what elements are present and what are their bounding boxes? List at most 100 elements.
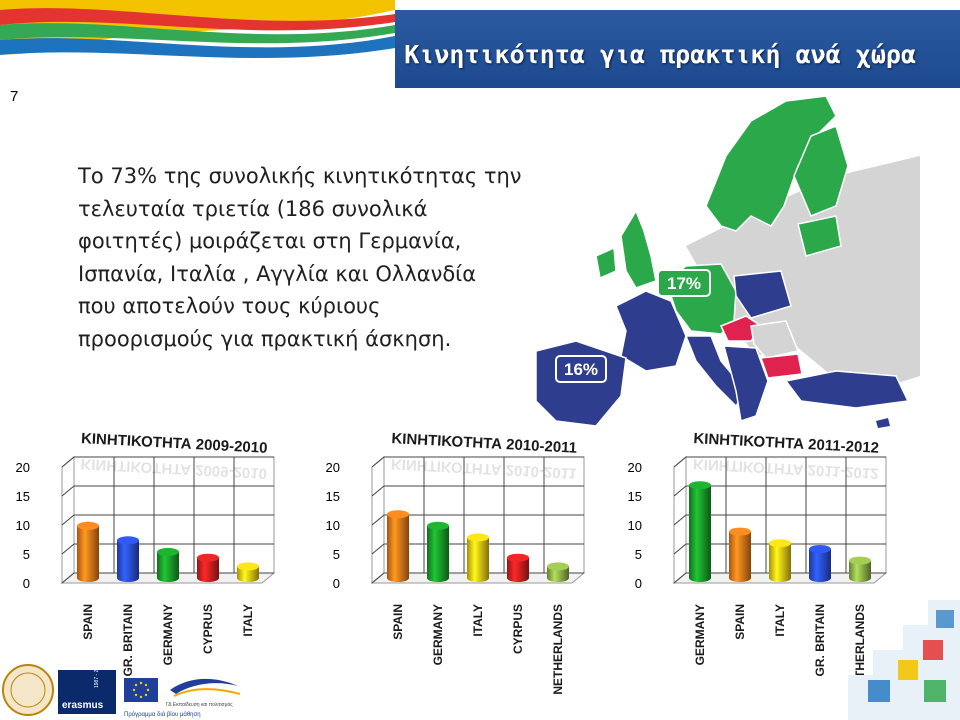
chart-gridline: [673, 514, 886, 526]
chart-y-tick-label: 0: [635, 576, 642, 591]
chart-bar: [117, 540, 139, 582]
chart-category-label: GERMANY: [161, 604, 175, 665]
decorative-stripes: [0, 0, 395, 88]
chart-bar: [729, 531, 751, 582]
chart-category-label: ITALY: [773, 604, 787, 637]
chart-bar: [809, 549, 831, 582]
map-iberia: [536, 340, 627, 427]
program-text: Πρόγραμμα διά βίου μάθηση: [124, 711, 201, 718]
chart-category-label: NETHERLANDS: [853, 604, 867, 695]
chart-y-tick-label: 15: [16, 489, 30, 504]
eu-stars-icon: [132, 681, 150, 699]
chart-bar-top: [77, 521, 99, 530]
chart-title: ΚΙΝΗΤΙΚΟΤΗΤΑ 2010-2011: [391, 430, 577, 457]
chart-bar: [77, 525, 99, 582]
paragraph-line: τελευταία τριετία (186 συνολικά: [78, 196, 428, 221]
map-balkans: [723, 345, 769, 422]
chart-bar: [849, 560, 871, 582]
chart-gridline: [61, 456, 274, 468]
chart-bar: [237, 566, 259, 582]
map-label-spain-share: 16%: [564, 360, 598, 379]
chart-bar-top: [769, 539, 791, 548]
chart-bar-top: [729, 527, 751, 536]
map-cyprus: [876, 418, 890, 428]
chart-gridline: [61, 514, 274, 526]
erasmus-years: 1987 - 2012: [94, 661, 100, 688]
chart-gridline: [673, 456, 886, 468]
map-label-germany-share: 17%: [667, 274, 701, 293]
chart-bar: [197, 557, 219, 582]
chart-y-tick-label: 20: [326, 460, 340, 475]
eu-flag-icon: [124, 678, 158, 702]
chart-bar: [689, 485, 711, 582]
erasmus-logo: [58, 670, 116, 714]
paragraph-line: που αποτελούν τους κύριους: [78, 294, 381, 318]
chart-category-label: SPAIN: [81, 604, 95, 640]
chart-bar: [427, 525, 449, 582]
chart-bar-top: [689, 481, 711, 490]
map-bulgaria: [759, 353, 803, 379]
chart-gridline: [371, 485, 584, 497]
slide-number: 7: [10, 88, 19, 105]
chart-category-label: GERMANY: [431, 604, 445, 665]
university-seal-icon: [2, 664, 54, 716]
chart-category-label: SPAIN: [391, 604, 405, 640]
chart-y-tick-label: 5: [635, 547, 642, 562]
chart-bar: [547, 566, 569, 582]
chart-category-label: CYPRUS: [201, 604, 215, 654]
paragraph-line: προορισμούς για πρακτική άσκηση.: [78, 326, 452, 351]
title-bar: Κινητικότητα για πρακτική ανά χώρα: [395, 10, 960, 88]
chart-y-tick-label: 0: [23, 576, 30, 591]
ministry-text: ΓΔ Εκπαίδευση και πολιτισμός: [166, 701, 233, 708]
map-france: [615, 290, 687, 372]
chart-bar-top: [387, 510, 409, 519]
chart-bar: [467, 537, 489, 582]
map-turkey: [784, 370, 910, 409]
chart-bar-top: [427, 521, 449, 530]
chart-bar-top: [237, 562, 259, 571]
chart-bar-top: [467, 533, 489, 542]
chart-category-label: GR. BRITAIN: [813, 604, 827, 676]
chart-y-tick-label: 0: [333, 576, 340, 591]
paragraph-line: Το 73% της συνολικής κινητικότητας την: [78, 164, 522, 188]
chart-y-tick-label: 10: [16, 518, 30, 533]
page-title: Κινητικότητα για πρακτική ανά χώρα: [404, 40, 916, 69]
chart-y-tick-label: 15: [326, 489, 340, 504]
chart-category-label: ITALY: [471, 604, 485, 637]
chart-bar: [157, 551, 179, 582]
puzzle-decoration: [848, 600, 960, 720]
map-poland: [733, 270, 792, 319]
chart-bar-top: [157, 547, 179, 556]
chart-y-tick-label: 15: [628, 489, 642, 504]
chart-bar-top: [547, 562, 569, 571]
map-finland: [793, 124, 849, 217]
chart-bar-top: [117, 536, 139, 545]
map-label-box-spain: [555, 355, 607, 383]
chart-category-label: NETHERLANDS: [551, 604, 565, 695]
chart-y-tick-label: 10: [326, 518, 340, 533]
map-label-box-germany: [657, 269, 711, 297]
slide-header: Κινητικότητα για πρακτική ανά χώρα: [0, 0, 960, 88]
chart-gridline: [371, 456, 584, 468]
footer-logos: erasmus 1987 - 2012 ΓΔ Εκπαίδευση και πο…: [2, 661, 241, 718]
map-uk: [620, 209, 657, 289]
chart-y-tick-label: 5: [23, 547, 30, 562]
europe-map: 17% 16%: [536, 96, 920, 428]
chart-y-tick-label: 5: [333, 547, 340, 562]
chart-category-label: ITALY: [241, 604, 255, 637]
chart-gridline: [61, 485, 274, 497]
chart-category-label: CYRPUS: [511, 604, 525, 654]
seal-inner-ring: [10, 672, 46, 708]
chart-bar: [507, 557, 529, 582]
map-ireland: [595, 246, 617, 280]
chart-title: ΚΙΝΗΤΙΚΟΤΗΤΑ 2009-2010: [81, 430, 268, 457]
chart-bar: [387, 514, 409, 582]
chart-gridline: [371, 514, 584, 526]
lifelong-learning-logo: [170, 678, 238, 694]
chart-gridline: [673, 543, 886, 555]
chart-y-tick-label: 20: [628, 460, 642, 475]
chart-bar-top: [809, 545, 831, 553]
map-baltics: [797, 215, 842, 257]
